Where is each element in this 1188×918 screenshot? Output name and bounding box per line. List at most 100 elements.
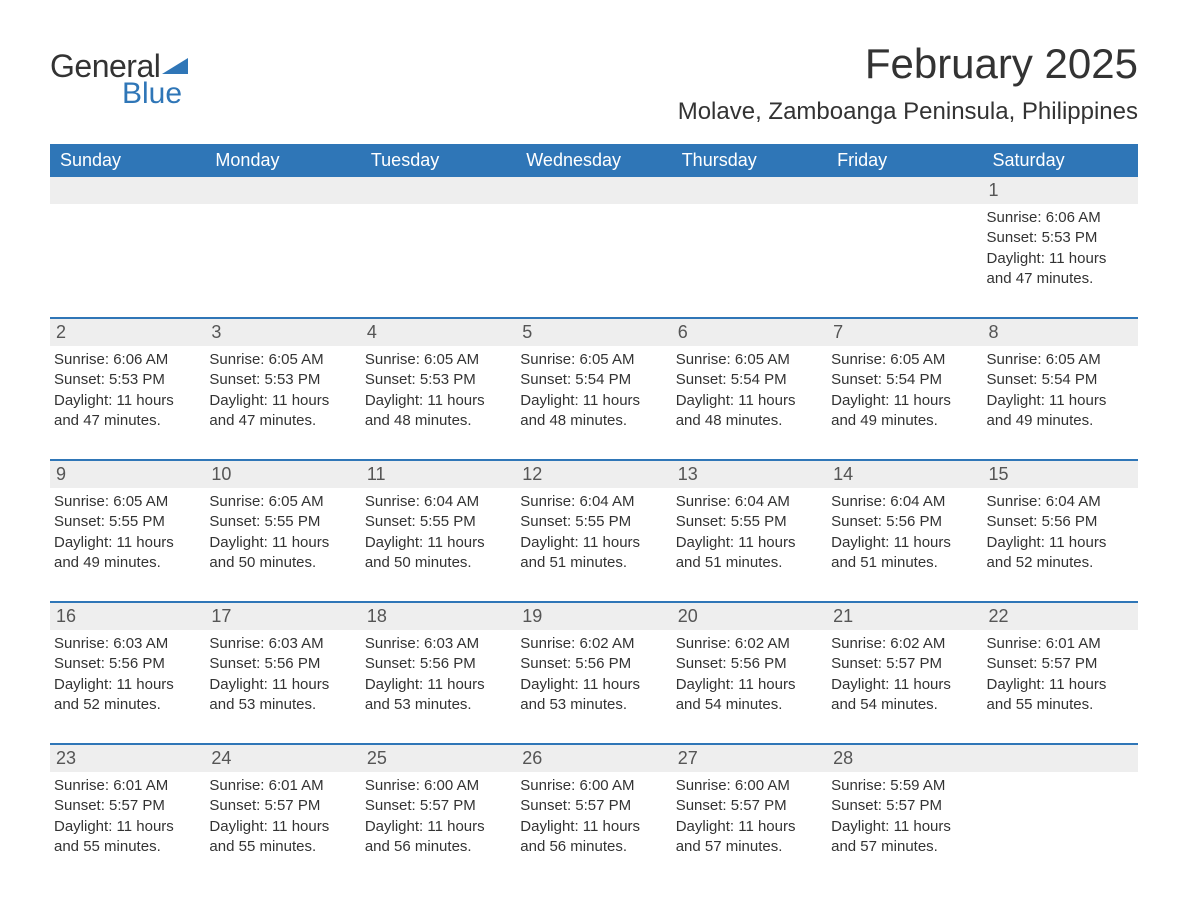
sunrise-text: Sunrise: 6:05 AM: [365, 350, 510, 370]
sunset-text: Sunset: 5:56 PM: [987, 512, 1132, 532]
content-strip: Sunrise: 6:06 AMSunset: 5:53 PM Daylight:…: [50, 346, 1138, 439]
day-number: 6: [672, 319, 827, 346]
day-content: Sunrise: 6:00 AMSunset: 5:57 PMDaylight:…: [672, 772, 827, 865]
day-number: 2: [50, 319, 205, 346]
sunset-text: Sunset: 5:54 PM: [520, 370, 665, 390]
sunrise-text: Sunrise: 6:04 AM: [831, 492, 976, 512]
day-number: 5: [516, 319, 671, 346]
sunrise-text: Sunrise: 6:01 AM: [987, 634, 1132, 654]
day-content: Sunrise: 6:05 AMSunset: 5:53 PMDaylight:…: [205, 346, 360, 439]
day-number: 12: [516, 461, 671, 488]
daylight-text: Daylight: 11 hours and 51 minutes.: [676, 533, 821, 574]
day-content: Sunrise: 6:02 AMSunset: 5:56 PMDaylight:…: [516, 630, 671, 723]
day-number: 26: [516, 745, 671, 772]
day-number: 13: [672, 461, 827, 488]
daylight-text: Daylight: 11 hours and 52 minutes.: [987, 533, 1132, 574]
calendar: SundayMondayTuesdayWednesdayThursdayFrid…: [50, 144, 1138, 865]
content-strip: Sunrise: 6:06 AMSunset: 5:53 PMDaylight:…: [50, 204, 1138, 297]
day-number: 9: [50, 461, 205, 488]
day-number: 28: [827, 745, 982, 772]
day-number: [672, 177, 827, 204]
sunrise-text: Sunrise: 6:05 AM: [54, 492, 199, 512]
weekday-header: Thursday: [672, 144, 827, 177]
daylight-text: Daylight: 11 hours and 47 minutes.: [209, 391, 354, 432]
content-strip: Sunrise: 6:05 AMSunset: 5:55 PMDaylight:…: [50, 488, 1138, 581]
sunset-text: Sunset: 5:57 PM: [987, 654, 1132, 674]
sunset-text: Sunset: 5:54 PM: [987, 370, 1132, 390]
weekday-header: Sunday: [50, 144, 205, 177]
daynum-strip: 1: [50, 177, 1138, 204]
weeks-container: 1Sunrise: 6:06 AMSunset: 5:53 PMDaylight…: [50, 177, 1138, 865]
sunset-text: Sunset: 5:57 PM: [54, 796, 199, 816]
day-number: 17: [205, 603, 360, 630]
day-number: 3: [205, 319, 360, 346]
week-row: 9101112131415Sunrise: 6:05 AMSunset: 5:5…: [50, 459, 1138, 581]
sunset-text: Sunset: 5:57 PM: [520, 796, 665, 816]
day-content: Sunrise: 6:00 AMSunset: 5:57 PMDaylight:…: [516, 772, 671, 865]
sunset-text: Sunset: 5:56 PM: [831, 512, 976, 532]
day-number: 23: [50, 745, 205, 772]
daylight-text: Daylight: 11 hours and 51 minutes.: [831, 533, 976, 574]
weekday-header-row: SundayMondayTuesdayWednesdayThursdayFrid…: [50, 144, 1138, 177]
sunset-text: Sunset: 5:53 PM: [54, 370, 199, 390]
day-number: 10: [205, 461, 360, 488]
day-number: [205, 177, 360, 204]
week-row: 16171819202122Sunrise: 6:03 AMSunset: 5:…: [50, 601, 1138, 723]
logo: General Blue: [50, 40, 188, 111]
daylight-text: Daylight: 11 hours and 55 minutes.: [54, 817, 199, 858]
sunrise-text: Sunrise: 6:05 AM: [987, 350, 1132, 370]
sunrise-text: Sunrise: 6:04 AM: [520, 492, 665, 512]
day-content: [205, 204, 360, 297]
sunset-text: Sunset: 5:57 PM: [209, 796, 354, 816]
week-row: 2345678Sunrise: 6:06 AMSunset: 5:53 PMDa…: [50, 317, 1138, 439]
week-row: 232425262728Sunrise: 6:01 AMSunset: 5:57…: [50, 743, 1138, 865]
sunset-text: Sunset: 5:55 PM: [676, 512, 821, 532]
sunrise-text: Sunrise: 6:01 AM: [209, 776, 354, 796]
day-content: Sunrise: 6:05 AMSunset: 5:55 PMDaylight:…: [50, 488, 205, 581]
sunrise-text: Sunrise: 6:00 AM: [520, 776, 665, 796]
day-number: 1: [983, 177, 1138, 204]
sunrise-text: Sunrise: 6:03 AM: [54, 634, 199, 654]
daylight-text: Daylight: 11 hours and 53 minutes.: [365, 675, 510, 716]
day-content: [827, 204, 982, 297]
sunset-text: Sunset: 5:57 PM: [831, 654, 976, 674]
sunset-text: Sunset: 5:56 PM: [209, 654, 354, 674]
sunrise-text: Sunrise: 6:00 AM: [365, 776, 510, 796]
day-number: 8: [983, 319, 1138, 346]
day-number: 16: [50, 603, 205, 630]
day-content: [672, 204, 827, 297]
sunrise-text: Sunrise: 5:59 AM: [831, 776, 976, 796]
day-content: [361, 204, 516, 297]
sunrise-text: Sunrise: 6:00 AM: [676, 776, 821, 796]
sunrise-text: Sunrise: 6:06 AM: [54, 350, 199, 370]
day-content: Sunrise: 6:02 AMSunset: 5:56 PMDaylight:…: [672, 630, 827, 723]
sunrise-text: Sunrise: 6:02 AM: [520, 634, 665, 654]
sunset-text: Sunset: 5:54 PM: [831, 370, 976, 390]
weekday-header: Tuesday: [361, 144, 516, 177]
day-content: Sunrise: 6:01 AMSunset: 5:57 PMDaylight:…: [983, 630, 1138, 723]
sunset-text: Sunset: 5:53 PM: [987, 228, 1132, 248]
daylight-text: Daylight: 11 hours and 57 minutes.: [676, 817, 821, 858]
sunrise-text: Sunrise: 6:02 AM: [831, 634, 976, 654]
sunrise-text: Sunrise: 6:03 AM: [209, 634, 354, 654]
location-subtitle: Molave, Zamboanga Peninsula, Philippines: [678, 98, 1138, 126]
day-content: Sunrise: 6:05 AMSunset: 5:54 PMDaylight:…: [827, 346, 982, 439]
day-content: Sunrise: 6:04 AMSunset: 5:55 PMDaylight:…: [516, 488, 671, 581]
day-number: [983, 745, 1138, 772]
weekday-header: Wednesday: [516, 144, 671, 177]
day-number: [361, 177, 516, 204]
day-number: 19: [516, 603, 671, 630]
daylight-text: Daylight: 11 hours and 51 minutes.: [520, 533, 665, 574]
day-number: 4: [361, 319, 516, 346]
day-content: Sunrise: 6:05 AMSunset: 5:54 PMDaylight:…: [516, 346, 671, 439]
sunrise-text: Sunrise: 6:04 AM: [676, 492, 821, 512]
day-number: 14: [827, 461, 982, 488]
sunset-text: Sunset: 5:55 PM: [365, 512, 510, 532]
daylight-text: Daylight: 11 hours and 48 minutes.: [365, 391, 510, 432]
day-content: Sunrise: 6:06 AMSunset: 5:53 PMDaylight:…: [50, 346, 205, 439]
week-row: 1Sunrise: 6:06 AMSunset: 5:53 PMDaylight…: [50, 177, 1138, 297]
daylight-text: Daylight: 11 hours and 54 minutes.: [676, 675, 821, 716]
daylight-text: Daylight: 11 hours and 54 minutes.: [831, 675, 976, 716]
daylight-text: Daylight: 11 hours and 48 minutes.: [520, 391, 665, 432]
day-number: 20: [672, 603, 827, 630]
